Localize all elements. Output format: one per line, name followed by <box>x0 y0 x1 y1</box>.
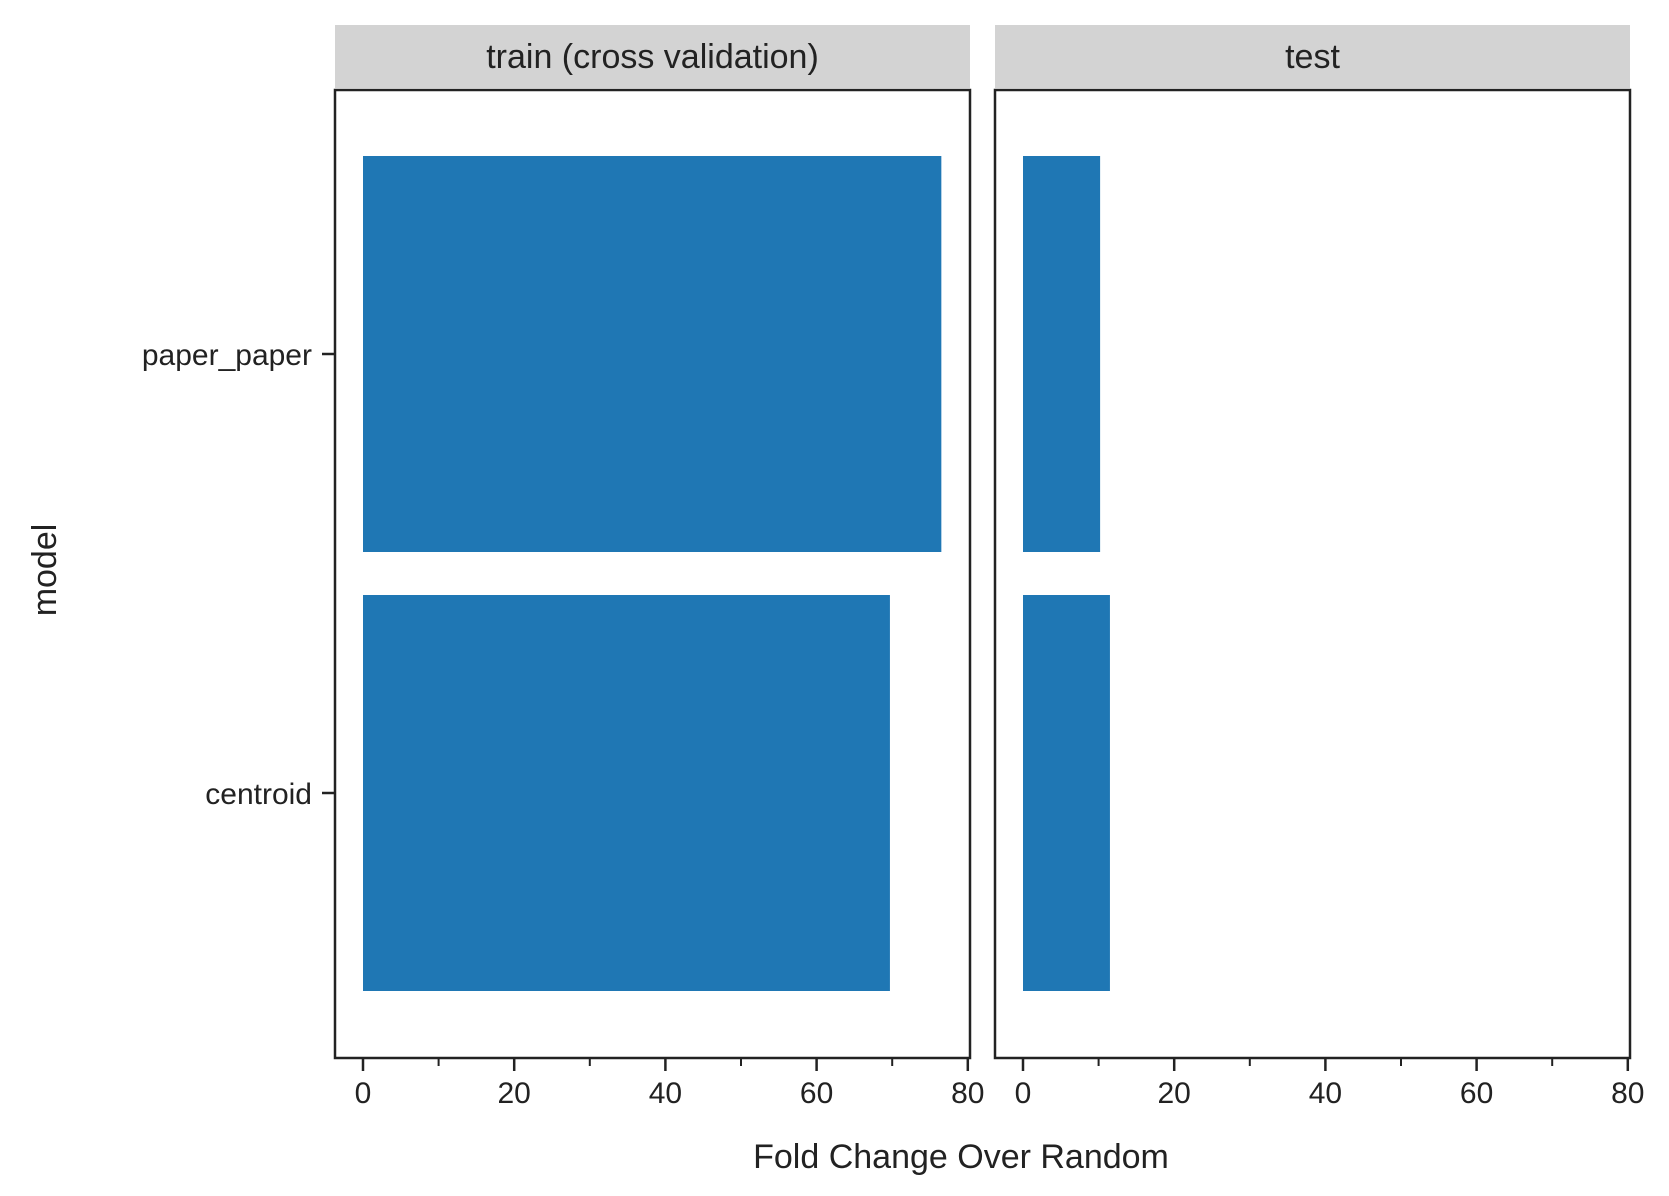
bar-paper_paper <box>1023 156 1101 552</box>
bar-paper_paper <box>363 156 942 552</box>
y-axis-label: model <box>26 524 64 617</box>
x-tick-label: 0 <box>355 1077 372 1110</box>
x-tick-label: 20 <box>1158 1077 1191 1110</box>
x-tick-label: 80 <box>1611 1077 1644 1110</box>
facet-strip <box>995 25 1630 88</box>
x-tick-label: 40 <box>649 1077 682 1110</box>
panel-frame <box>993 88 1632 1060</box>
facet-train: train (cross validation) 0 20 40 60 80 paper_p… <box>142 25 984 1110</box>
facets: train (cross validation) 0 20 40 60 80 paper_p… <box>142 25 1644 1110</box>
facet-strip <box>335 25 970 88</box>
facet-title: train (cross validation) <box>486 38 819 76</box>
facet-title: test <box>1285 38 1340 76</box>
x-tick-label: 60 <box>800 1077 833 1110</box>
facet-test: test 0 20 40 60 80 <box>993 25 1644 1110</box>
x-tick-label: 80 <box>951 1077 984 1110</box>
x-tick-label: 40 <box>1309 1077 1342 1110</box>
y-tick-label: centroid <box>205 778 312 811</box>
x-tick-label: 0 <box>1015 1077 1032 1110</box>
panel-frame <box>333 88 972 1060</box>
x-tick-label: 20 <box>498 1077 531 1110</box>
bar-centroid <box>1023 595 1110 991</box>
x-tick-label: 60 <box>1460 1077 1493 1110</box>
y-tick-label: paper_paper <box>142 339 312 372</box>
x-axis-label: Fold Change Over Random <box>753 1138 1169 1176</box>
bar-centroid <box>363 595 890 991</box>
